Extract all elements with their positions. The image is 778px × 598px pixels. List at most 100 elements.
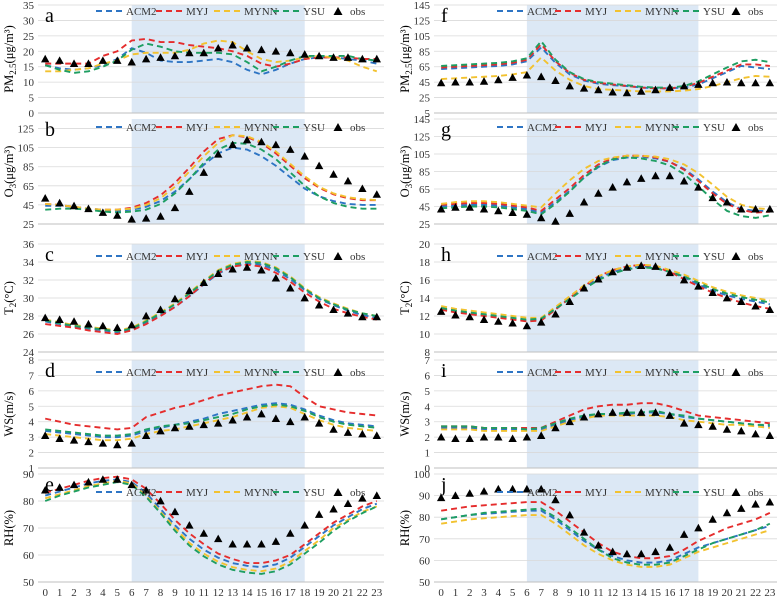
x-tick-label: 22 (750, 587, 761, 598)
obs-point (55, 434, 64, 443)
obs-point (479, 432, 489, 441)
x-tick-label: 6 (524, 587, 530, 598)
legend-label-acm2: ACM2 (126, 251, 157, 263)
obs-point (465, 489, 474, 497)
obs-point (286, 417, 295, 426)
obs-point (55, 56, 64, 64)
legend-obs-marker (333, 7, 343, 15)
legend-label-mynn: MYNN (645, 122, 679, 134)
obs-point (479, 487, 489, 495)
series-line (45, 141, 377, 214)
obs-point (257, 540, 266, 548)
y-axis-label-main: RH(%) (2, 510, 16, 546)
obs-point (228, 540, 237, 548)
obs-point (314, 419, 324, 427)
series-myj (45, 263, 377, 335)
y-tick-label: 50 (419, 577, 431, 589)
x-tick-label: 17 (285, 587, 297, 598)
obs-point (314, 161, 324, 170)
legend-label-ysu: YSU (703, 122, 725, 134)
obs-point (522, 210, 532, 218)
obs-point (41, 313, 50, 322)
obs-point (257, 409, 266, 418)
obs-point (69, 317, 79, 325)
x-tick-label: 11 (593, 587, 604, 598)
legend-label-myj: MYJ (186, 487, 209, 499)
obs-point (343, 309, 353, 317)
legend-label-acm2: ACM2 (527, 251, 558, 263)
obs-point (722, 77, 732, 86)
series-mynn (441, 414, 770, 432)
obs-point (494, 432, 503, 441)
obs-point (508, 73, 517, 81)
y-axis-label-main: RH(%) (398, 510, 412, 546)
series-obs (436, 484, 775, 558)
obs-point (372, 431, 381, 439)
series-myj (440, 263, 771, 323)
y-axis-label: RH(%) (2, 510, 16, 546)
obs-point (271, 537, 281, 545)
obs-point (242, 540, 252, 548)
y-tick-label: 16 (419, 275, 431, 287)
y-tick-label: 20 (419, 239, 431, 251)
series-acm2 (45, 402, 377, 439)
y-axis-label: PM2.5(μg/m³) (2, 25, 18, 93)
y-tick-label: 80 (419, 512, 431, 524)
legend-label-mynn: MYNN (244, 6, 278, 18)
obs-point (329, 170, 338, 178)
y-axis-label: PM2.5(μg/m³) (398, 25, 414, 93)
legend-label-obs: obs (350, 367, 365, 379)
legend-label-acm2: ACM2 (126, 487, 157, 499)
obs-point (608, 183, 617, 191)
y-tick-label: 65 (419, 184, 431, 196)
obs-point (156, 305, 165, 314)
y-tick-label: 70 (419, 534, 431, 546)
y-axis-label: T2(°C) (398, 281, 414, 315)
obs-point (214, 150, 223, 158)
y-tick-label: 26 (23, 329, 35, 341)
legend-label-ysu: YSU (303, 122, 325, 134)
obs-point (508, 484, 517, 493)
panel-d: 1 2 3 4 5 6 7 8 d WS(m/s) ACM2 MYJ MYNN YSU obs (2, 355, 384, 475)
obs-point (358, 184, 367, 193)
obs-point (751, 204, 760, 213)
y-tick-label: 25 (23, 219, 35, 231)
y-tick-label: 30 (23, 293, 35, 305)
x-tick-label: 4 (496, 587, 502, 598)
series-line (440, 266, 771, 321)
obs-point (286, 529, 295, 537)
obs-point (98, 439, 108, 447)
series-mynn (45, 39, 378, 73)
legend-obs-marker (333, 252, 343, 260)
x-tick-label: 5 (115, 587, 121, 598)
y-tick-label: 18 (419, 257, 431, 269)
legend-label-obs: obs (350, 6, 365, 18)
series-line (45, 402, 377, 439)
obs-point (679, 275, 689, 284)
series-line (441, 414, 770, 432)
panel-g: 25 45 65 85 105 125 145 g O3(μg/m³) ACM2 MYJ MYNN YS… (398, 114, 777, 231)
obs-point (286, 283, 295, 292)
obs-point (271, 47, 281, 55)
y-tick-label: 100 (414, 469, 431, 481)
legend-obs-marker (333, 488, 343, 496)
series-myj (441, 154, 770, 214)
y-axis-label-unit: (μg/m³) (398, 146, 412, 184)
obs-point (199, 168, 208, 176)
obs-point (508, 434, 517, 443)
obs-point (228, 40, 237, 49)
obs-point (84, 319, 93, 328)
x-tick-label: 13 (227, 587, 239, 598)
obs-point (300, 152, 309, 160)
obs-point (242, 44, 252, 52)
obs-point (436, 432, 446, 441)
obs-point (708, 422, 717, 430)
y-tick-label: 0 (29, 108, 35, 120)
legend-label-mynn: MYNN (645, 251, 679, 263)
x-tick-label: 19 (314, 587, 326, 598)
obs-point (199, 529, 208, 537)
obs-point (98, 208, 108, 216)
series-mynn (441, 514, 771, 568)
series-ysu (440, 266, 771, 321)
obs-point (436, 307, 446, 315)
